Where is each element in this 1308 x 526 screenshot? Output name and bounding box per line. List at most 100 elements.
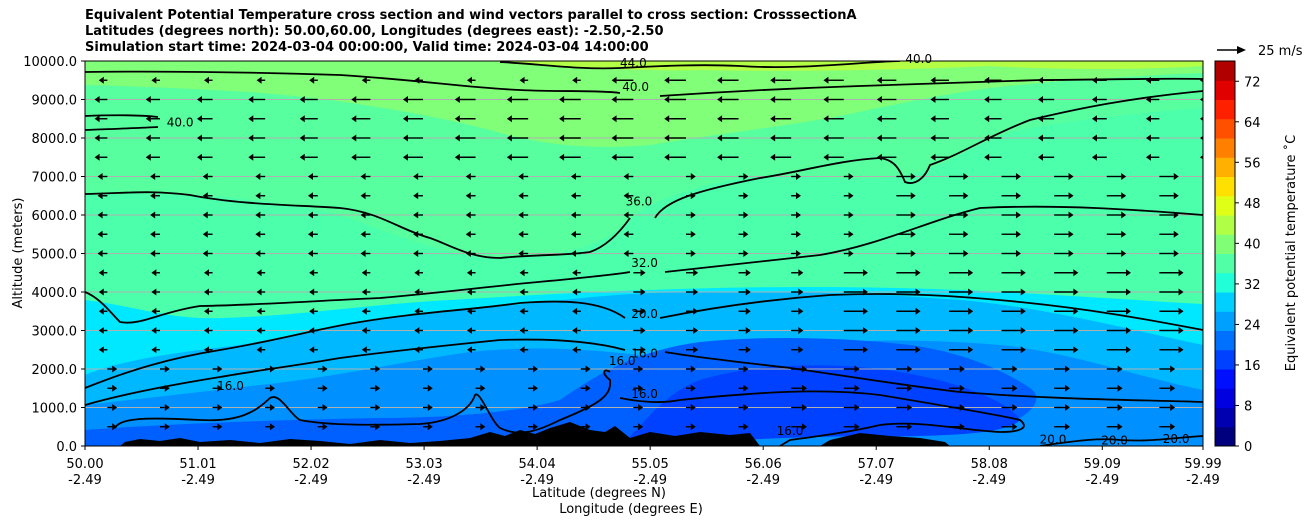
wind-arrow — [248, 134, 266, 142]
wind-arrow — [145, 96, 160, 103]
wind-arrow — [317, 404, 328, 411]
wind-arrow — [876, 153, 897, 161]
wind-arrow — [930, 96, 949, 103]
wind-arrow — [738, 404, 749, 411]
wind-arrow — [823, 115, 844, 123]
wind-arrow — [360, 192, 371, 200]
wind-arrow — [1001, 250, 1021, 257]
colorbar-tick-label: 56 — [1244, 156, 1261, 171]
x-tick-label-lon: -2.49 — [746, 473, 780, 488]
wind-arrow — [413, 250, 423, 257]
wind-arrow — [570, 230, 581, 238]
y-tick-label: 3000.0 — [32, 325, 78, 340]
wind-arrow — [685, 327, 699, 334]
wind-arrow — [685, 230, 696, 238]
wind-arrow — [1001, 327, 1026, 334]
wind-arrow — [984, 76, 1002, 84]
wind-arrow — [519, 288, 529, 296]
wind-arrow — [255, 173, 266, 180]
wind-arrow — [370, 384, 381, 392]
wind-arrow — [98, 307, 108, 315]
wind-arrow — [1001, 346, 1026, 354]
wind-arrow — [930, 115, 949, 123]
wind-arrow — [633, 307, 646, 315]
contour-labels: 44.0 40.040.040.036.032.020.016.016.016.0… — [167, 52, 1190, 448]
wind-arrow — [454, 153, 476, 161]
wind-arrow — [1106, 173, 1127, 180]
wind-arrow — [791, 288, 804, 296]
wind-arrow — [1106, 346, 1131, 354]
wind-arrow — [1091, 134, 1107, 142]
wind-arrow — [1106, 307, 1131, 315]
x-tick-label-lon: -2.49 — [1085, 473, 1119, 488]
wind-arrow — [559, 153, 581, 161]
contour-label: 16.0 — [777, 424, 804, 438]
colorbar-segment — [1215, 407, 1235, 428]
x-tick-label-lon: -2.49 — [294, 473, 328, 488]
wind-arrow — [361, 269, 371, 277]
title-line-1: Equivalent Potential Temperature cross s… — [85, 8, 857, 23]
wind-arrow — [506, 96, 529, 103]
wind-arrow — [317, 384, 328, 392]
x-tick-label-lat: 54.04 — [519, 457, 556, 472]
wind-arrow — [876, 96, 897, 103]
wind-arrow — [360, 250, 371, 257]
wind-arrow — [203, 76, 213, 84]
wind-arrow — [1091, 153, 1107, 161]
wind-arrow — [1106, 404, 1123, 411]
wind-arrow — [1054, 346, 1079, 354]
wind-arrow — [685, 423, 696, 431]
contour-20 — [85, 293, 1203, 389]
title-line-3: Simulation start time: 2024-03-04 00:00:… — [85, 40, 649, 55]
wind-arrow — [738, 423, 749, 431]
wind-arrow — [402, 96, 423, 103]
wind-arrow — [202, 250, 213, 257]
wind-arrow — [309, 327, 318, 334]
wind-arrow — [466, 346, 476, 354]
wind-arrow — [685, 346, 699, 354]
colorbar-segment — [1215, 61, 1235, 81]
wind-arrow — [572, 288, 581, 296]
wind-arrow — [896, 404, 913, 411]
colorbar: 0 8 16 24 32 40 48 56 64 72 — [1214, 60, 1261, 455]
wind-arrow — [738, 173, 749, 180]
wind-arrow — [107, 404, 118, 411]
wind-arrow — [791, 173, 801, 180]
title-line-2: Latitudes (degrees north): 50.00,60.00, … — [85, 24, 664, 39]
y-axis-label: Altitude (meters) — [11, 198, 26, 309]
wind-arrow — [843, 211, 854, 219]
wind-arrow — [572, 307, 581, 315]
wind-arrow — [896, 288, 921, 296]
wind-arrow — [984, 96, 1002, 103]
wind-arrow — [717, 134, 739, 142]
x-axis: 50.00-2.4951.01-2.4952.02-2.4953.03-2.49… — [66, 446, 1222, 488]
wind-arrow — [1054, 327, 1079, 334]
wind-arrow — [843, 230, 854, 238]
x-tick-label-lat: 55.05 — [632, 457, 669, 472]
wind-arrow — [150, 230, 160, 238]
wind-arrow — [94, 115, 108, 123]
wind-arrow — [528, 384, 538, 392]
wind-arrow — [402, 134, 423, 142]
wind-arrow — [1001, 269, 1026, 277]
wind-arrow — [1106, 327, 1131, 334]
wind-arrow — [738, 192, 749, 200]
wind-arrow — [519, 346, 529, 354]
x-tick-label-lat: 53.03 — [405, 457, 442, 472]
wind-arrow — [414, 327, 423, 334]
wind-arrow — [151, 346, 160, 354]
colorbar-tick-label: 48 — [1244, 197, 1261, 212]
wind-arrow — [1159, 423, 1176, 431]
wind-arrow — [1159, 327, 1184, 334]
wind-arrow — [570, 173, 581, 180]
wind-arrow — [843, 327, 868, 334]
wind-arrow — [256, 288, 266, 296]
wind-arrow — [1106, 365, 1123, 373]
wind-arrow — [770, 76, 792, 84]
wind-arrow — [528, 423, 538, 431]
wind-arrow — [98, 76, 108, 84]
wind-arrow — [299, 134, 318, 142]
wind-arrow — [248, 96, 266, 103]
wind-arrow — [559, 96, 581, 103]
wind-arrow — [717, 96, 739, 103]
